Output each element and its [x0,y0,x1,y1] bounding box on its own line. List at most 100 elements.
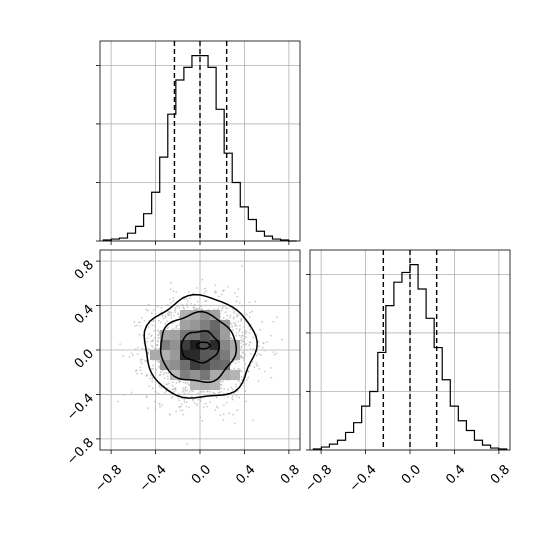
scatter-point [158,330,161,333]
scatter-point [182,387,185,389]
scatter-point [151,345,154,348]
contour-line [195,341,211,350]
scatter-point [235,385,237,388]
scatter-point [227,388,229,391]
scatter-point [167,313,170,316]
scatter-point [150,374,152,377]
scatter-point [175,410,178,413]
scatter-point [248,332,251,334]
scatter-point [190,302,193,305]
scatter-point [215,290,218,293]
scatter-point [150,334,153,337]
scatter-point [159,321,162,324]
scatter-point [150,344,153,347]
density-cell [200,330,210,340]
scatter-point [150,312,153,314]
scatter-point [134,325,136,327]
scatter-point [156,348,158,350]
right-hist-xtick-label: 0.0 [399,462,424,487]
scatter-point [192,390,195,393]
scatter-point [136,372,139,375]
density-cell [210,310,220,320]
scatter-point [179,409,182,412]
scatter-point [245,400,248,403]
density-cell [190,380,200,390]
scatter-point [175,327,178,330]
density-cell [200,360,210,370]
scatter-point [156,343,159,346]
scatter-point [212,393,215,395]
scatter-point [172,290,175,293]
scatter-point [142,334,144,337]
scatter-point [167,372,170,375]
scatter-point [150,367,153,370]
scatter-point [155,391,157,393]
scatter-point [272,351,275,353]
scatter-point [240,336,243,339]
scatter-point [235,334,238,337]
scatter-point [168,413,171,415]
scatter-point [218,391,221,394]
density-cell [210,340,220,350]
scatter-point [235,332,238,334]
scatter-point [232,308,234,310]
scatter-point [230,323,233,326]
scatter-point [168,382,170,385]
scatter-point [231,397,233,399]
scatter-point [147,303,150,306]
scatter-point [178,307,181,309]
scatter-point [172,299,175,302]
scatter-point [159,373,162,376]
scatter-point [235,327,238,330]
scatter-point [237,367,240,370]
density-cell [160,340,170,350]
scatter-point [242,334,244,337]
scatter-point [173,390,176,393]
scatter-point [183,388,186,391]
scatter-point [156,329,159,332]
scatter-point [264,349,267,352]
scatter-point [170,397,173,399]
density-cell [190,370,200,380]
scatter-point [187,291,190,293]
scatter-point [147,352,150,355]
scatter-point [178,381,181,383]
right-hist-xtick-label: 0.4 [443,462,468,487]
scatter-point [186,401,188,404]
scatter-point [158,365,160,368]
scatter-point [139,366,142,369]
scatter-point [172,381,174,384]
density-cell [200,320,210,330]
density-cell [230,340,240,350]
scatter-point [163,377,166,379]
scatter-point [249,311,252,314]
scatter-point [202,390,205,392]
scatter-point [245,336,248,339]
scatter-point [183,392,186,395]
scatter-point [172,328,175,330]
scatter-point [206,405,209,408]
scatter-point [198,304,201,307]
scatter-point [161,315,164,318]
density-cell [190,340,200,350]
scatter-point [178,392,180,395]
scatter-point [263,370,266,373]
scatter-point [233,310,236,313]
scatter-point [162,373,165,376]
scatter-point [223,404,225,407]
scatter-point [165,390,168,393]
scatter-point [261,320,264,323]
scatter-point [163,371,166,374]
scatter-point [218,304,221,307]
scatter-point [167,326,170,329]
scatter-point [201,420,204,422]
scatter-point [246,378,248,381]
scatter-point [154,347,157,350]
density-cell [180,360,190,370]
scatter-point [231,388,234,391]
scatter-point [244,354,246,357]
scatter-point [222,317,225,319]
scatter-point [174,309,176,312]
scatter-point [241,378,243,381]
